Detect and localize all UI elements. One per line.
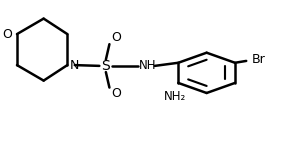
Text: S: S xyxy=(102,59,110,73)
Text: Br: Br xyxy=(252,53,266,66)
Text: O: O xyxy=(111,31,121,44)
Text: O: O xyxy=(111,87,121,100)
Text: N: N xyxy=(70,59,79,72)
Text: NH₂: NH₂ xyxy=(164,90,187,103)
Text: NH: NH xyxy=(139,59,156,72)
Text: O: O xyxy=(3,28,12,41)
